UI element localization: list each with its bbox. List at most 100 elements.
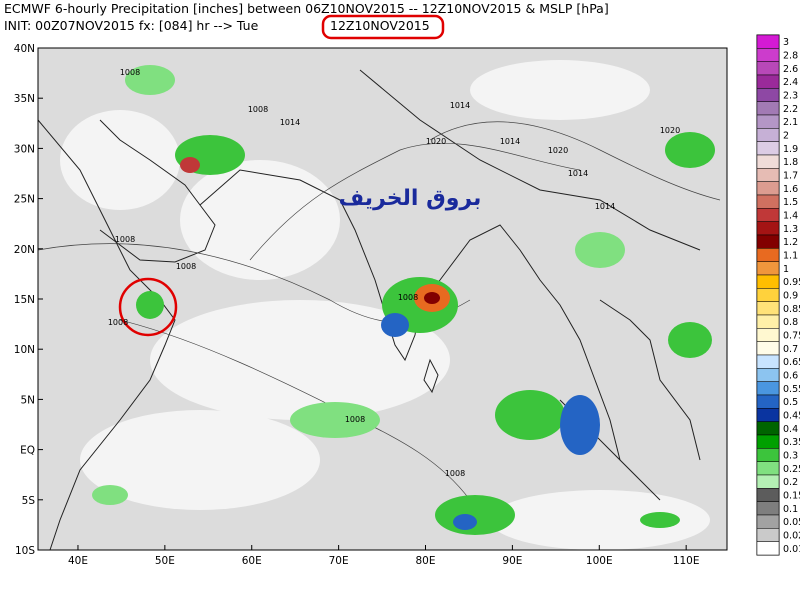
colorbar-swatch xyxy=(756,341,780,356)
colorbar-label: 0.85 xyxy=(783,304,800,315)
isobar-label: 1008 xyxy=(398,293,418,302)
isobar-label: 1008 xyxy=(248,105,268,114)
isobar-label: 1014 xyxy=(568,169,588,178)
isobar-label: 1014 xyxy=(500,137,520,146)
colorbar-swatch xyxy=(756,328,780,342)
colorbar-label: 0.4 xyxy=(783,424,798,435)
colorbar-label: 0.75 xyxy=(783,331,800,342)
colorbar-swatch xyxy=(756,74,780,89)
isobar-label: 1020 xyxy=(548,146,568,155)
colorbar-label: 1.6 xyxy=(783,184,798,195)
colorbar-label: 0.02 xyxy=(783,531,800,542)
colorbar-swatch xyxy=(756,248,780,262)
colorbar-swatch xyxy=(756,234,780,249)
colorbar-swatch xyxy=(756,488,780,502)
lon-label: 80E xyxy=(416,555,436,567)
isobar-label: 1008 xyxy=(120,68,140,77)
colorbar-label: 1.5 xyxy=(783,197,798,208)
colorbar-swatch xyxy=(756,88,780,102)
colorbar-swatch xyxy=(756,381,780,396)
colorbar-swatch xyxy=(756,141,780,156)
colorbar-label: 0.55 xyxy=(783,384,800,395)
colorbar-swatch xyxy=(756,221,780,236)
highlight-circle xyxy=(118,277,178,337)
colorbar-swatch xyxy=(756,368,780,382)
lon-label: 60E xyxy=(242,555,262,567)
lon-label: 70E xyxy=(329,555,349,567)
lon-label: 40E xyxy=(68,555,88,567)
colorbar-swatch xyxy=(756,354,780,369)
lon-label: 90E xyxy=(502,555,522,567)
colorbar-label: 1.8 xyxy=(783,157,798,168)
colorbar-label: 0.35 xyxy=(783,437,800,448)
highlight-box xyxy=(321,14,445,40)
colorbar-swatch xyxy=(756,154,780,169)
lon-label: 100E xyxy=(586,555,613,567)
colorbar-label: 0.1 xyxy=(783,504,798,515)
colorbar-swatch xyxy=(756,501,780,516)
colorbar-swatch xyxy=(756,528,780,542)
isobar-label: 1008 xyxy=(115,235,135,244)
colorbar-swatch xyxy=(756,34,780,49)
lat-label: 10N xyxy=(14,344,35,356)
isobar-label: 1008 xyxy=(445,469,465,478)
lat-label: 20N xyxy=(14,244,35,256)
colorbar-swatch xyxy=(756,301,780,316)
colorbar-label: 2.8 xyxy=(783,51,798,62)
colorbar-label: 2.1 xyxy=(783,117,798,128)
colorbar-label: 0.8 xyxy=(783,317,798,328)
colorbar-label: 0.2 xyxy=(783,477,798,488)
lon-label: 50E xyxy=(155,555,175,567)
colorbar-swatch xyxy=(756,61,780,76)
lat-label: 30N xyxy=(14,143,35,155)
colorbar-label: 0.25 xyxy=(783,464,800,475)
valid-time: 12Z10NOV2015 xyxy=(330,18,430,33)
colorbar-swatch xyxy=(756,261,780,276)
colorbar-swatch xyxy=(756,288,780,302)
colorbar-swatch xyxy=(756,461,780,476)
isobar-label: 1014 xyxy=(280,118,300,127)
colorbar-label: 0.05 xyxy=(783,517,800,528)
colorbar-swatch xyxy=(756,194,780,209)
lon-label: 110E xyxy=(673,555,700,567)
colorbar-label: 1 xyxy=(783,264,789,275)
isobar-label: 1020 xyxy=(426,137,446,146)
init-info: INIT: 00Z07NOV2015 fx: [084] hr --> Tue xyxy=(4,18,259,33)
isobar-label: 1008 xyxy=(345,415,365,424)
colorbar-swatch xyxy=(756,408,780,422)
colorbar-label: 1.3 xyxy=(783,224,798,235)
colorbar-swatch xyxy=(756,434,780,449)
colorbar-swatch xyxy=(756,208,780,222)
colorbar-label: 0.3 xyxy=(783,451,798,462)
isobar-label: 1008 xyxy=(176,262,196,271)
precipitation xyxy=(92,65,715,535)
map xyxy=(37,47,728,551)
colorbar-label: 3 xyxy=(783,37,789,48)
colorbar-swatch xyxy=(756,541,780,556)
title: ECMWF 6-hourly Precipitation [inches] be… xyxy=(4,1,609,16)
colorbar-label: 0.9 xyxy=(783,291,798,302)
colorbar-label: 0.5 xyxy=(783,397,798,408)
lat-label: 15N xyxy=(14,294,35,306)
isobar-label: 1020 xyxy=(660,126,680,135)
isobar-label: 1014 xyxy=(450,101,470,110)
colorbar-label: 2 xyxy=(783,131,789,142)
colorbar-label: 0.65 xyxy=(783,357,800,368)
lat-label: EQ xyxy=(20,445,35,457)
colorbar-label: 2.4 xyxy=(783,77,798,88)
watermark: بروق الخريف xyxy=(339,186,482,211)
colorbar-swatch xyxy=(756,168,780,182)
colorbar-label: 0.45 xyxy=(783,411,800,422)
lat-label: 40N xyxy=(14,43,35,55)
lat-label: 10S xyxy=(15,545,35,557)
colorbar-label: 0.7 xyxy=(783,344,798,355)
colorbar-label: 0.01 xyxy=(783,544,800,555)
colorbar-swatch xyxy=(756,101,780,116)
lat-label: 5S xyxy=(22,495,36,507)
colorbar-swatch xyxy=(756,48,780,62)
colorbar-label: 1.1 xyxy=(783,251,798,262)
colorbar-swatch xyxy=(756,274,780,289)
colorbar-swatch xyxy=(756,181,780,196)
colorbar-label: 0.15 xyxy=(783,491,800,502)
